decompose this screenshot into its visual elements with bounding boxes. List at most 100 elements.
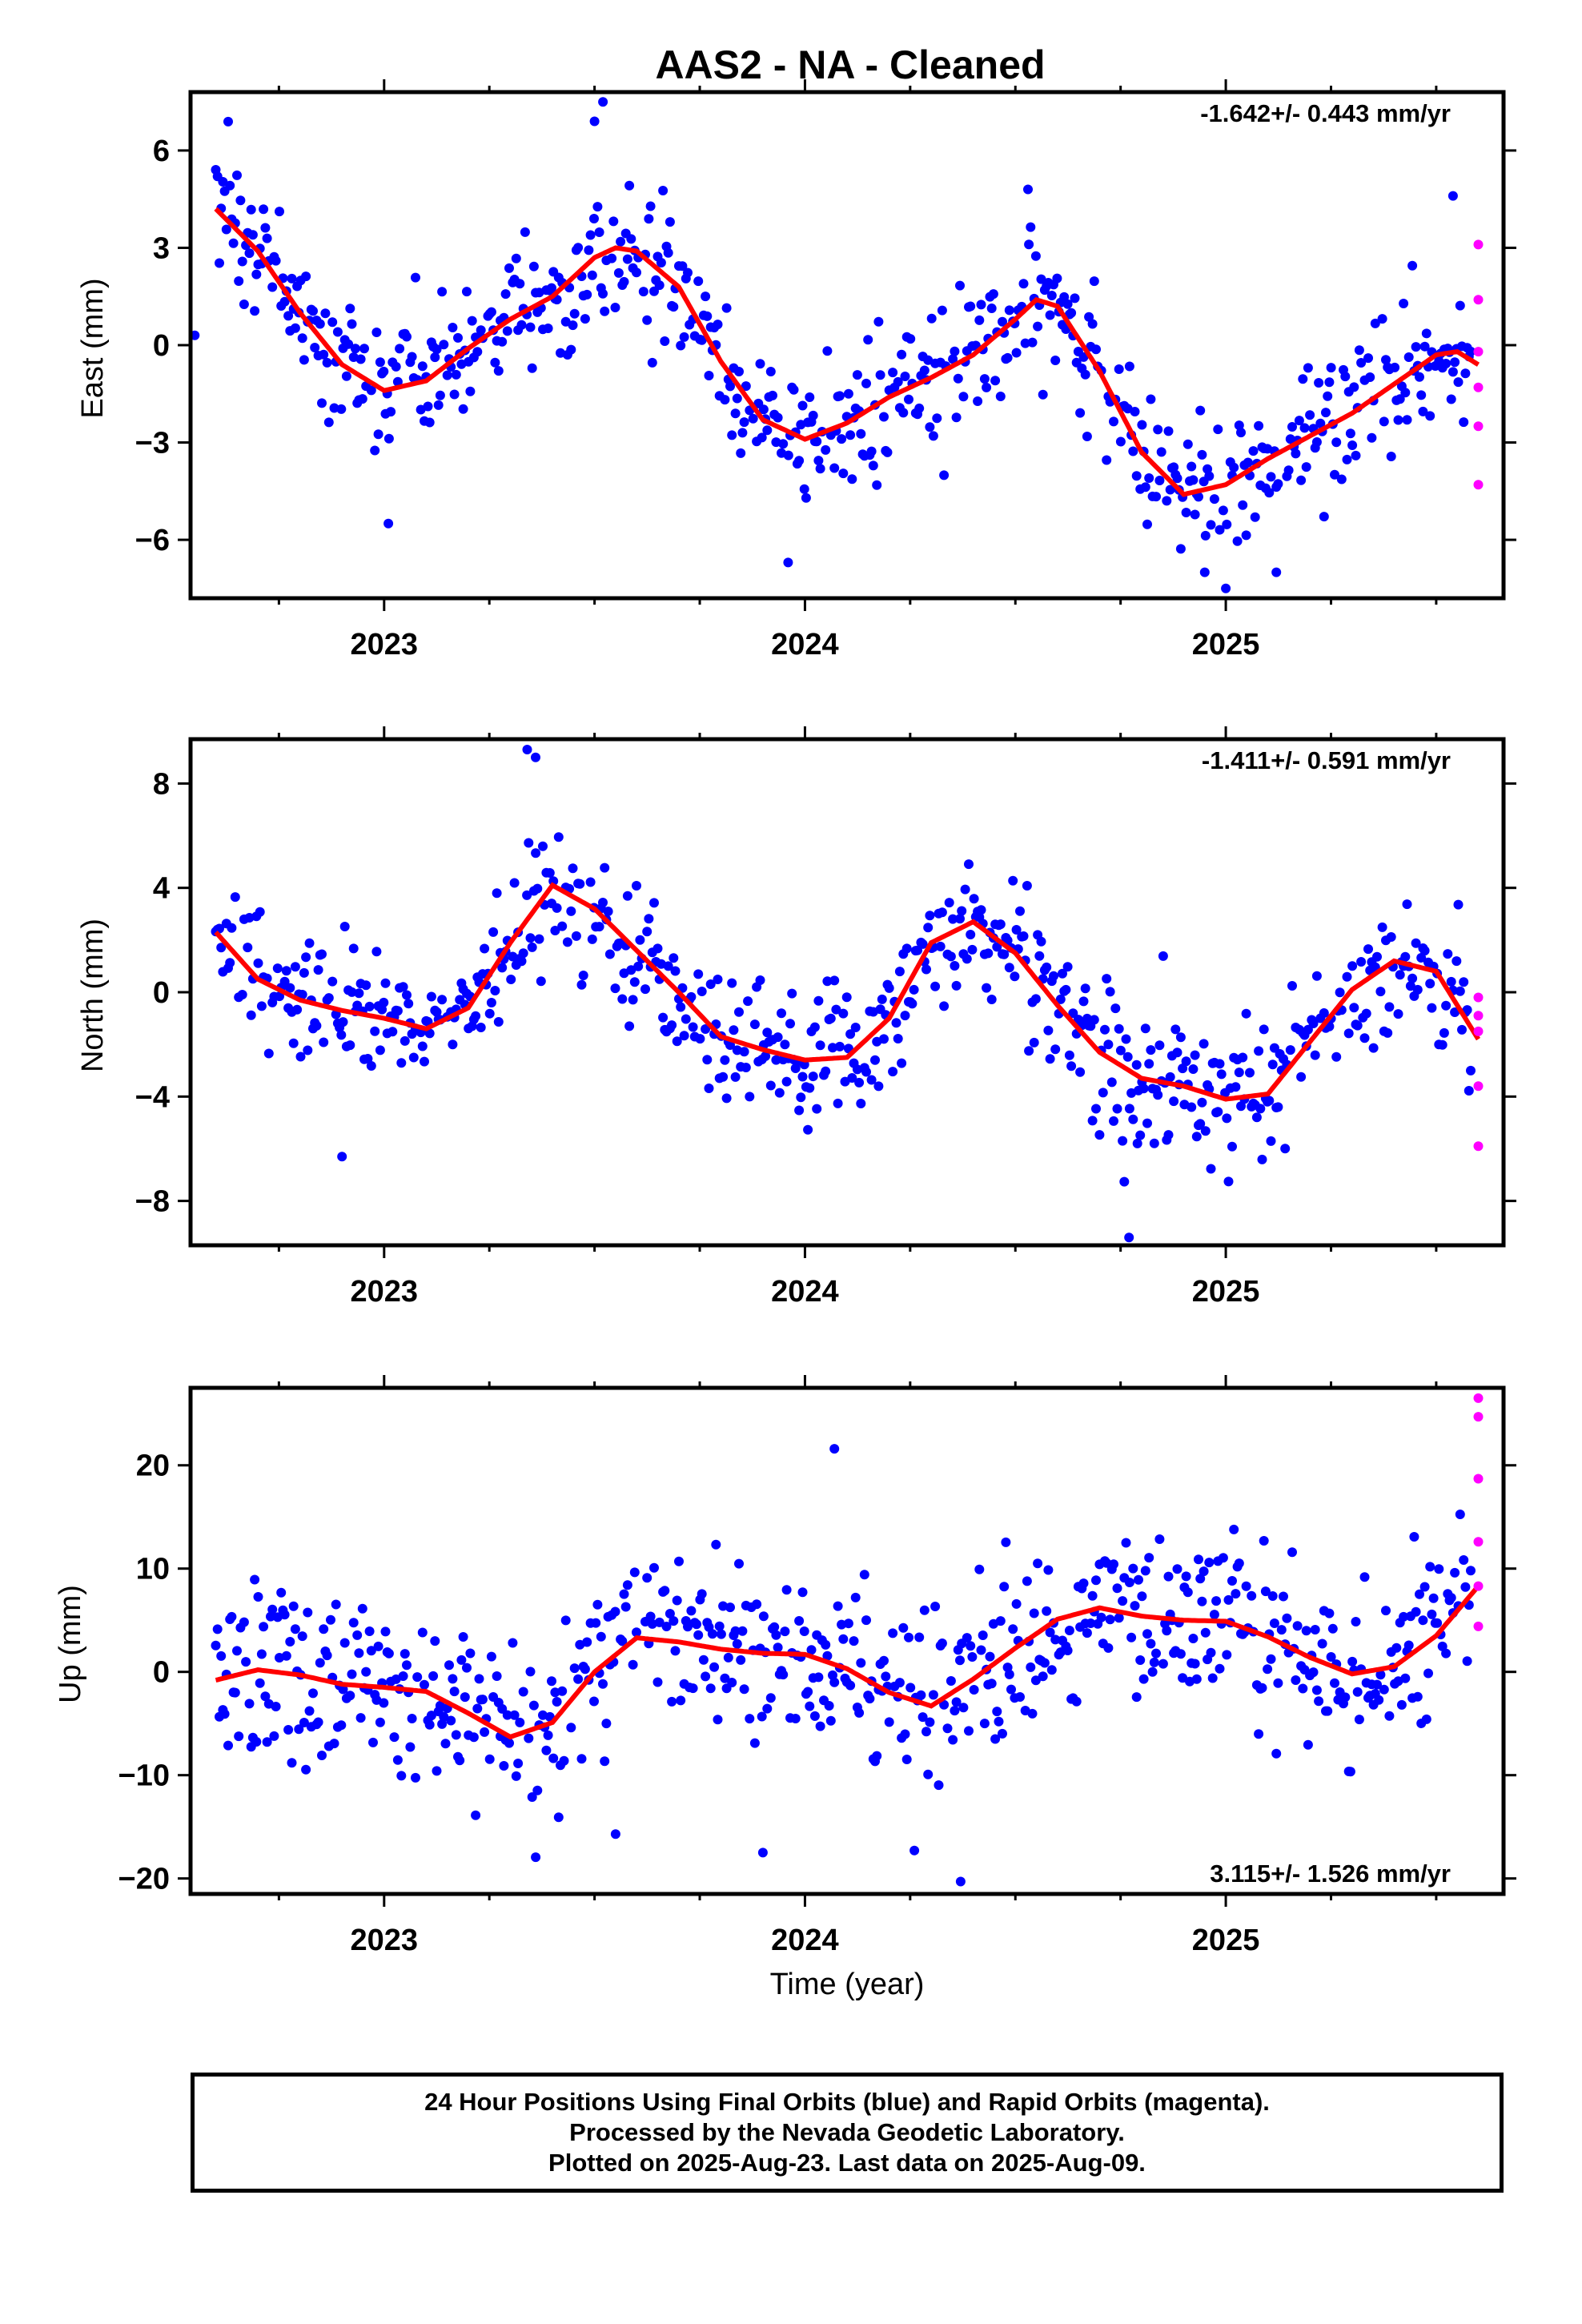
up-data-point xyxy=(219,1709,230,1719)
up-data-point xyxy=(509,1710,520,1720)
east-data-point xyxy=(430,352,440,363)
up-data-point xyxy=(769,1622,780,1632)
east-data-point xyxy=(1024,239,1034,250)
north-data-point xyxy=(493,1017,504,1027)
up-data-point xyxy=(1151,1648,1161,1659)
north-data-point xyxy=(1142,1118,1152,1128)
up-data-point xyxy=(672,1595,682,1606)
north-data-point xyxy=(1416,953,1427,963)
north-data-point xyxy=(404,999,414,1009)
up-data-point xyxy=(829,1677,840,1687)
east-data-point xyxy=(1195,405,1206,416)
up-data-point xyxy=(1197,1596,1207,1606)
east-data-point xyxy=(861,378,871,388)
up-data-point xyxy=(773,1642,783,1653)
up-data-point xyxy=(821,1639,831,1650)
east-data-point xyxy=(251,269,262,279)
east-data-point xyxy=(1370,318,1380,328)
up-data-point xyxy=(1218,1553,1228,1563)
north-data-point xyxy=(1236,1101,1246,1112)
up-data-point xyxy=(460,1692,470,1703)
up-data-point xyxy=(1317,1638,1327,1649)
east-data-point xyxy=(937,305,947,316)
north-data-point xyxy=(532,883,543,894)
east-data-point xyxy=(1407,260,1418,271)
east-data-point xyxy=(598,288,608,299)
north-data-point xyxy=(550,926,560,935)
north-data-point xyxy=(480,943,490,954)
up-data-point xyxy=(1223,1594,1234,1605)
north-data-point xyxy=(1443,949,1453,959)
up-data-point xyxy=(693,1630,704,1640)
north-data-point xyxy=(263,1048,274,1059)
up-data-point xyxy=(1234,1558,1244,1569)
north-data-point xyxy=(371,947,382,957)
north-data-point xyxy=(1375,987,1386,997)
east-data-point xyxy=(663,247,673,258)
up-data-point xyxy=(1026,1662,1036,1672)
east-data-point xyxy=(863,335,873,345)
up-data-point xyxy=(1326,1652,1336,1662)
north-data-point xyxy=(227,923,237,933)
north-data-point xyxy=(1425,979,1435,989)
up-y-axis-label: Up (mm) xyxy=(54,1585,87,1703)
east-y-axis-label: East (mm) xyxy=(76,278,110,418)
east-data-point xyxy=(486,307,496,317)
up-data-point xyxy=(468,1732,479,1743)
north-data-point xyxy=(1223,1176,1234,1187)
east-data-point xyxy=(1091,344,1101,355)
up-ticks: 2023 2024 2025 −20 −10 0 10 20 xyxy=(118,1375,1516,1957)
up-data-point xyxy=(1027,1708,1038,1719)
east-data-point xyxy=(736,448,746,458)
north-data-point xyxy=(624,1021,635,1031)
east-data-point xyxy=(1229,462,1239,472)
north-data-point xyxy=(1462,1005,1472,1015)
north-data-point xyxy=(944,898,954,908)
up-data-point xyxy=(1324,1608,1335,1618)
north-data-point xyxy=(635,935,645,945)
up-data-point xyxy=(674,1556,684,1566)
east-data-point xyxy=(246,204,256,215)
up-data-point xyxy=(995,1616,1006,1626)
north-data-point xyxy=(781,1076,792,1087)
east-data-point xyxy=(893,376,903,387)
up-data-point xyxy=(718,1601,729,1611)
up-data-point xyxy=(1162,1626,1172,1636)
up-data-point xyxy=(1375,1670,1386,1680)
up-data-point xyxy=(591,1618,601,1628)
north-data-point xyxy=(713,975,723,984)
east-data-point xyxy=(504,263,514,273)
north-data-point xyxy=(850,1023,861,1032)
east-data-point xyxy=(1354,345,1364,356)
up-data-point xyxy=(1421,1714,1431,1724)
north-data-point xyxy=(1245,1068,1255,1078)
up-data-point xyxy=(600,1756,610,1767)
east-data-point xyxy=(1248,446,1259,456)
east-data-point xyxy=(589,214,599,223)
up-data-point xyxy=(352,1630,363,1640)
north-data-point xyxy=(1206,1164,1216,1174)
east-data-point xyxy=(1036,274,1046,284)
up-data-point xyxy=(829,1444,840,1454)
north-data-point xyxy=(1343,1028,1354,1039)
north-data-point xyxy=(275,991,284,1002)
up-data-point xyxy=(1188,1634,1199,1643)
east-data-point xyxy=(904,394,913,404)
up-data-point xyxy=(725,1602,735,1613)
north-data-point xyxy=(317,949,327,959)
up-data-point xyxy=(1425,1562,1435,1572)
east-data-point xyxy=(1052,273,1062,283)
up-data-point xyxy=(898,1622,909,1633)
north-data-point xyxy=(642,927,652,937)
up-data-point xyxy=(780,1626,790,1637)
east-data-point xyxy=(1319,512,1329,522)
up-data-point xyxy=(1022,1576,1032,1586)
east-data-point xyxy=(720,395,730,405)
east-data-point xyxy=(737,428,748,438)
east-data-point xyxy=(1287,422,1297,432)
east-data-point xyxy=(386,407,396,417)
north-data-point xyxy=(1049,971,1058,981)
east-data-point xyxy=(1345,428,1355,439)
up-data-point xyxy=(628,1659,638,1670)
north-data-point xyxy=(1138,1084,1149,1094)
